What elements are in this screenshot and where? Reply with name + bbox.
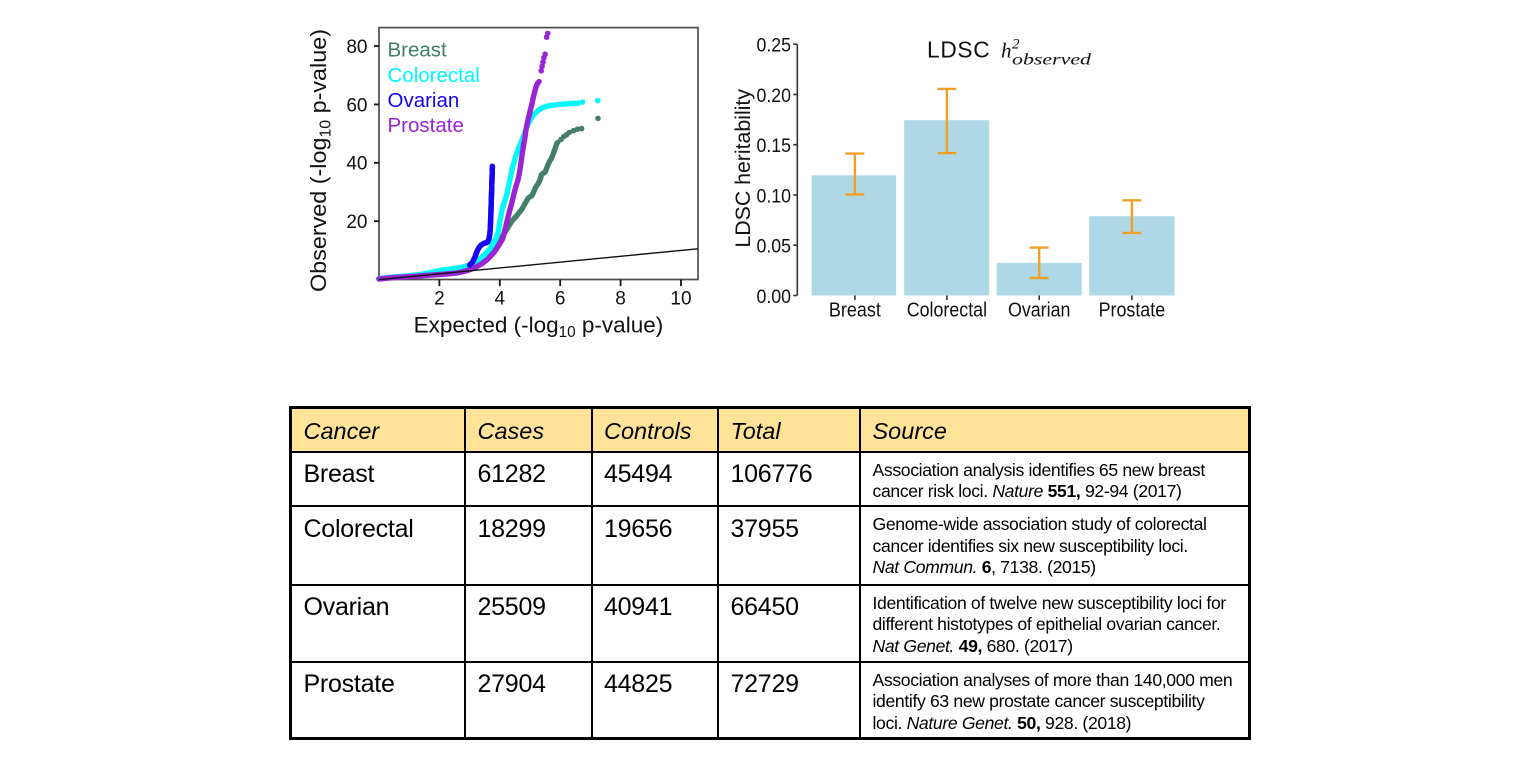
svg-text:Breast: Breast <box>388 39 448 62</box>
svg-text:h: h <box>1001 39 1012 63</box>
svg-text:0.10: 0.10 <box>757 185 792 207</box>
svg-text:0.05: 0.05 <box>757 236 792 258</box>
svg-text:Ovarian: Ovarian <box>1008 299 1071 322</box>
svg-text:8: 8 <box>615 288 626 309</box>
svg-text:0.15: 0.15 <box>757 135 792 157</box>
svg-text:0.00: 0.00 <box>757 286 792 308</box>
svg-text:LDSC heritability: LDSC heritability <box>731 89 755 248</box>
svg-text:Colorectal: Colorectal <box>907 299 987 322</box>
svg-text:Ovarian: Ovarian <box>388 89 460 112</box>
svg-text:Prostate: Prostate <box>1099 299 1166 322</box>
svg-text:2: 2 <box>1012 36 1020 52</box>
svg-text:60: 60 <box>346 95 367 116</box>
svg-text:Observed (-log10 p-value): Observed (-log10 p-value) <box>306 29 335 292</box>
svg-text:observed: observed <box>1012 51 1091 68</box>
svg-text:0.25: 0.25 <box>757 35 792 57</box>
svg-text:40: 40 <box>346 154 367 175</box>
svg-text:0.20: 0.20 <box>757 85 792 107</box>
svg-text:Colorectal: Colorectal <box>388 64 480 87</box>
svg-text:20: 20 <box>346 212 367 233</box>
svg-text:10: 10 <box>670 288 691 309</box>
svg-text:6: 6 <box>555 288 566 309</box>
svg-text:80: 80 <box>346 37 367 58</box>
svg-text:Prostate: Prostate <box>388 114 464 137</box>
svg-text:2: 2 <box>434 288 445 309</box>
svg-text:LDSC: LDSC <box>927 36 990 62</box>
svg-text:4: 4 <box>495 288 506 309</box>
svg-text:Breast: Breast <box>829 299 881 322</box>
svg-text:Expected (-log10 p-value): Expected (-log10 p-value) <box>414 313 664 342</box>
